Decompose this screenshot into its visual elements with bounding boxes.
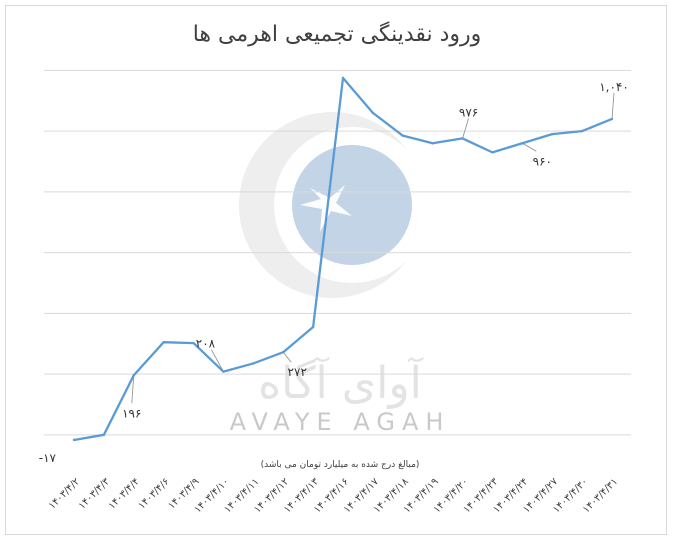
x-tick-label: ۱۴۰۳/۴/۲	[47, 476, 82, 511]
data-point	[491, 151, 494, 154]
data-point	[610, 117, 614, 121]
data-label: ۱۹۶	[122, 406, 141, 420]
data-point	[102, 433, 106, 437]
x-tick-label: ۱۴۰۳/۴/۴	[107, 476, 142, 511]
x-tick-label: ۱۴۰۳/۴/۳	[77, 476, 113, 512]
gridlines	[44, 69, 631, 436]
label-leader-line	[522, 142, 537, 152]
data-label: ۲۷۲	[288, 365, 307, 379]
watermark: آوای آگاه AVAYE AGAH	[230, 112, 451, 436]
data-label: ۹۷۶	[459, 105, 478, 119]
label-leader-line	[462, 118, 469, 139]
data-point	[431, 142, 434, 145]
label-leader-line	[131, 375, 135, 404]
data-point	[341, 76, 345, 80]
label-leader-line	[282, 351, 292, 363]
data-label: ۲۰۸	[196, 337, 216, 351]
data-point	[192, 341, 195, 345]
data-point	[371, 111, 375, 115]
label-leader-line	[211, 349, 224, 372]
data-label: ۹۶۰	[533, 154, 552, 168]
data-point	[162, 340, 165, 344]
watermark-text-en: AVAYE AGAH	[230, 408, 451, 436]
watermark-text-fa: آوای آگاه	[258, 356, 424, 409]
chart-title: ورود نقدینگی تجمیعی اهرمی ها	[192, 22, 482, 47]
data-label: -۱۷	[39, 451, 57, 465]
data-point	[401, 134, 404, 137]
data-point	[72, 438, 76, 442]
x-tick-label: ۱۴۰۳/۴/۶	[136, 476, 171, 511]
data-labels: -۱۷ ۱۹۶ ۲۰۸ ۲۷۲ ۹۷۶ ۹۶۰ ۱,۰۴۰	[39, 80, 629, 465]
crescent-star-logo-icon	[239, 112, 430, 298]
x-axis-ticks: ۱۴۰۳/۴/۲۱۴۰۳/۴/۳۱۴۰۳/۴/۴۱۴۰۳/۴/۶۱۴۰۳/۴/۹…	[47, 476, 620, 516]
data-point	[551, 132, 554, 136]
data-label: ۱,۰۴۰	[599, 80, 629, 94]
chart-subtitle: (مبالغ درج شده به میلیارد تومان می باشد)	[261, 460, 420, 470]
data-point	[252, 362, 255, 365]
label-leader-line	[611, 92, 615, 119]
data-point	[580, 129, 584, 133]
data-point	[311, 325, 315, 329]
